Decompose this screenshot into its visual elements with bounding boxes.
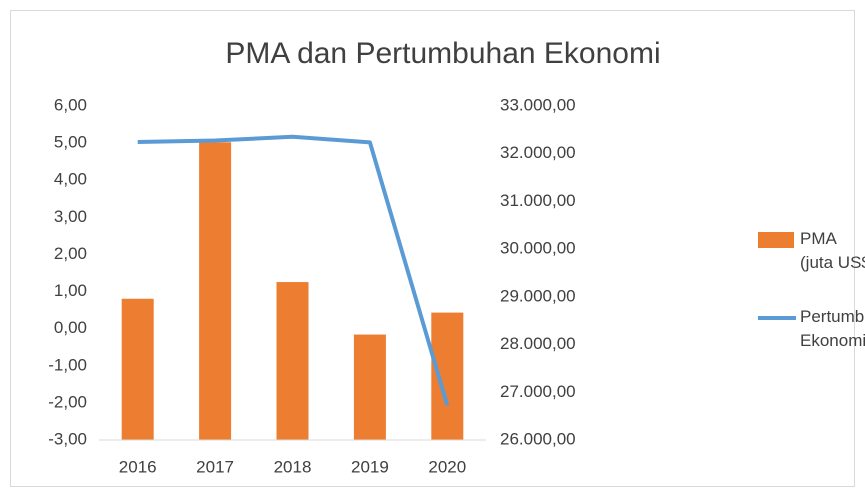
x-tick-label: 2020 — [428, 457, 466, 476]
y2-tick-label: 31.000,00 — [500, 191, 576, 210]
x-tick-label: 2018 — [274, 457, 312, 476]
x-tick-label: 2017 — [196, 457, 234, 476]
y-tick-label: 5,00 — [54, 133, 87, 152]
x-tick-label: 2019 — [351, 457, 389, 476]
x-tick-label: 2016 — [119, 457, 157, 476]
y2-tick-label: 27.000,00 — [500, 382, 576, 401]
bar — [121, 298, 154, 440]
bar — [353, 334, 386, 440]
y2-tick-label: 33.000,00 — [500, 95, 576, 114]
y-tick-label: -2,00 — [48, 392, 87, 411]
y2-tick-label: 32.000,00 — [500, 143, 576, 162]
y2-tick-label: 30.000,00 — [500, 239, 576, 258]
chart-title: PMA dan Pertumbuhan Ekonomi — [225, 37, 660, 70]
y-tick-label: -1,00 — [48, 355, 87, 374]
y-tick-label: -3,00 — [48, 429, 87, 448]
y2-tick-label: 29.000,00 — [500, 286, 576, 305]
y2-tick-label: 28.000,00 — [500, 334, 576, 353]
legend-label: PMA(juta US$) — [800, 229, 865, 272]
line — [137, 134, 450, 407]
bar — [199, 142, 232, 440]
y-tick-label: 3,00 — [54, 207, 87, 226]
y-tick-label: 4,00 — [54, 170, 87, 189]
bar — [431, 312, 464, 440]
y-tick-label: 1,00 — [54, 281, 87, 300]
bar — [276, 282, 309, 440]
y-tick-label: 6,00 — [54, 95, 87, 114]
y-tick-label: 2,00 — [54, 244, 87, 263]
y-tick-label: 0,00 — [54, 318, 87, 337]
legend-swatch — [758, 232, 794, 248]
y2-tick-label: 26.000,00 — [500, 429, 576, 448]
